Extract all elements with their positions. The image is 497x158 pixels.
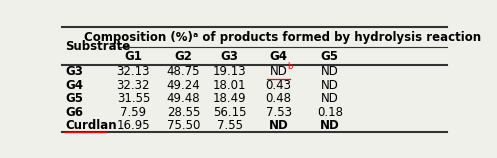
Text: G5: G5 — [65, 92, 83, 105]
Text: 32.32: 32.32 — [117, 79, 150, 92]
Text: 31.55: 31.55 — [117, 92, 150, 105]
Text: 16.95: 16.95 — [117, 119, 150, 132]
Text: 0.43: 0.43 — [265, 79, 292, 92]
Text: 75.50: 75.50 — [167, 119, 200, 132]
Text: Composition (%)ᵃ of products formed by hydrolysis reaction: Composition (%)ᵃ of products formed by h… — [84, 31, 481, 44]
Text: G3: G3 — [221, 50, 239, 63]
Text: 28.55: 28.55 — [167, 106, 200, 118]
Text: Substrate: Substrate — [65, 40, 130, 53]
Text: G4: G4 — [65, 79, 83, 92]
Text: G6: G6 — [65, 106, 83, 118]
Text: G1: G1 — [124, 50, 142, 63]
Text: 32.13: 32.13 — [117, 65, 150, 78]
Text: 48.75: 48.75 — [166, 65, 200, 78]
Text: 49.24: 49.24 — [166, 79, 200, 92]
Text: 18.01: 18.01 — [213, 79, 247, 92]
Text: Curdlan: Curdlan — [65, 119, 117, 132]
Text: 0.48: 0.48 — [265, 92, 292, 105]
Text: 18.49: 18.49 — [213, 92, 247, 105]
Text: ND: ND — [269, 119, 288, 132]
Text: 7.53: 7.53 — [265, 106, 292, 118]
Text: G4: G4 — [269, 50, 288, 63]
Text: ND: ND — [321, 79, 339, 92]
Text: G5: G5 — [321, 50, 339, 63]
Text: ND: ND — [321, 92, 339, 105]
Text: ND: ND — [320, 119, 339, 132]
Text: 49.48: 49.48 — [166, 92, 200, 105]
Text: G3: G3 — [65, 65, 83, 78]
Text: ND: ND — [321, 65, 339, 78]
Text: 19.13: 19.13 — [213, 65, 247, 78]
Text: 7.55: 7.55 — [217, 119, 243, 132]
Text: 7.59: 7.59 — [120, 106, 147, 118]
Text: b: b — [287, 62, 292, 70]
Text: G2: G2 — [174, 50, 192, 63]
Text: 56.15: 56.15 — [213, 106, 247, 118]
Text: 0.18: 0.18 — [317, 106, 343, 118]
Text: ND: ND — [270, 65, 288, 78]
